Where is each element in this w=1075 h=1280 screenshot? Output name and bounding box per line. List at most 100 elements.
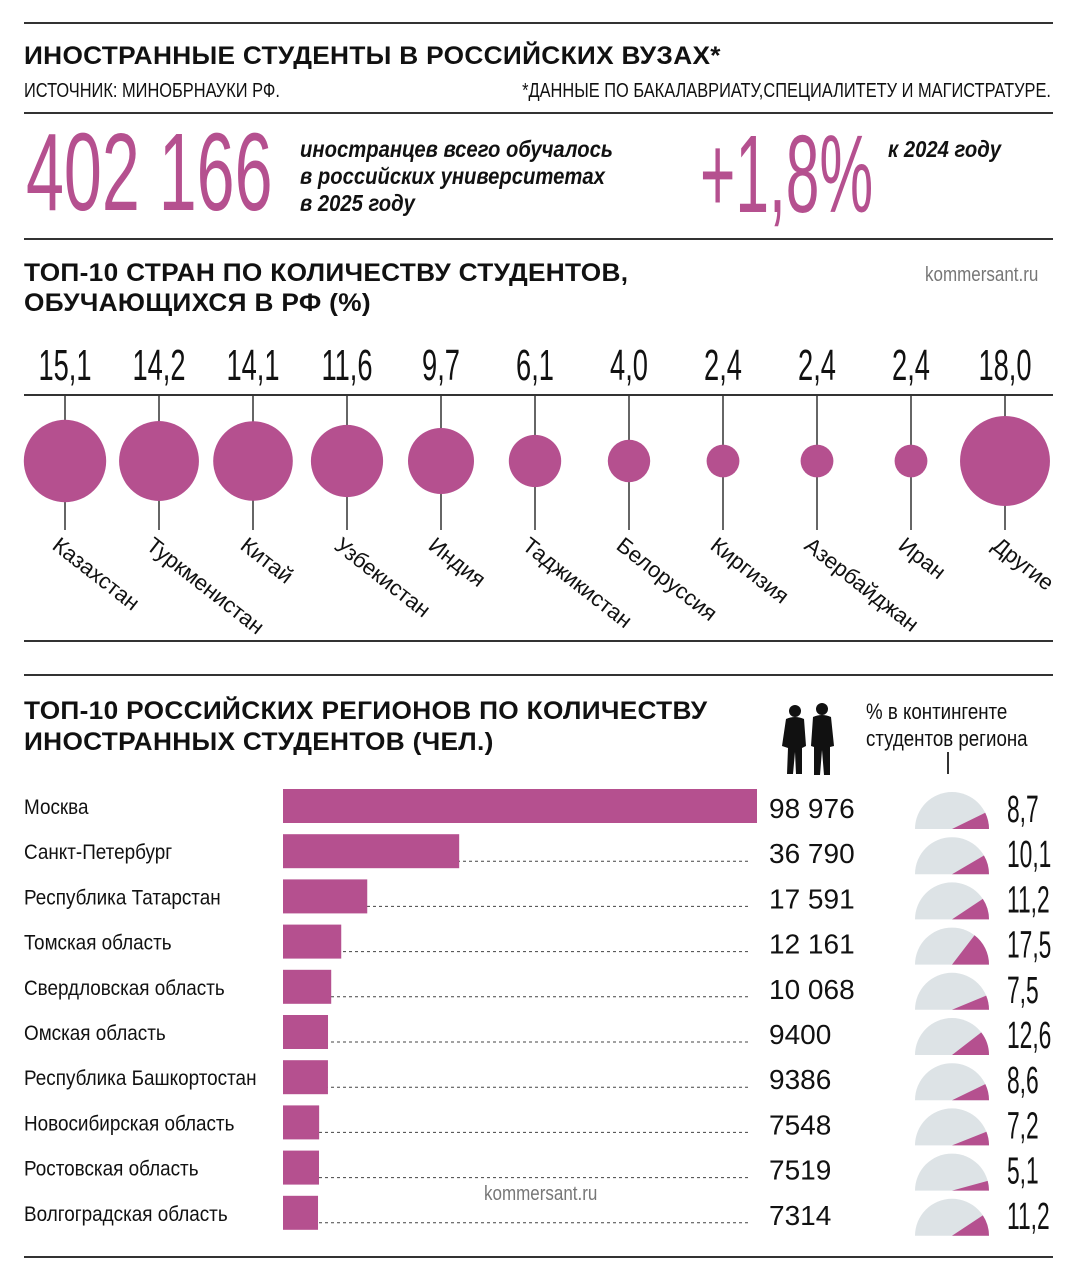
bubble — [310, 424, 384, 498]
share-label: 17,5 — [1007, 924, 1051, 966]
gauge-background — [915, 1153, 989, 1191]
page-title: ИНОСТРАННЫЕ СТУДЕНТЫ В РОССИЙСКИХ ВУЗАХ* — [24, 42, 721, 70]
share-label: 7,5 — [1007, 969, 1039, 1011]
divider — [24, 1256, 1053, 1258]
value-label: 9,7 — [422, 340, 460, 389]
country-label: Узбекистан — [330, 532, 435, 622]
bubble — [23, 419, 107, 503]
bubble — [407, 427, 475, 495]
bubble — [119, 421, 199, 501]
share-label: 8,7 — [1007, 788, 1039, 830]
value-label: 98 976 — [769, 793, 855, 824]
value-label: 9386 — [769, 1064, 831, 1095]
bubble — [800, 444, 834, 478]
countries-bubble-chart: 15,1Казахстан14,2Туркменистан14,1Китай11… — [23, 340, 1059, 639]
value-label: 7314 — [769, 1200, 831, 1231]
country-label: Иран — [894, 532, 951, 584]
divider — [24, 640, 1053, 642]
region-label: Санкт-Петербург — [24, 841, 172, 864]
share-label: 11,2 — [1007, 1195, 1050, 1237]
value-label: 2,4 — [798, 340, 836, 389]
bubble — [213, 421, 293, 501]
total-description: иностранцев всего обучалось в российских… — [300, 136, 613, 217]
share-label: 5,1 — [1007, 1150, 1039, 1192]
gauge-fill — [952, 995, 990, 1010]
growth-description: к 2024 году — [888, 136, 1001, 162]
title-line: ИНОСТРАННЫХ СТУДЕНТОВ (ЧЕЛ.) — [24, 728, 494, 756]
value-label: 14,1 — [226, 340, 279, 389]
gauge-fill — [952, 855, 990, 875]
title-line: ОБУЧАЮЩИХСЯ В РФ (%) — [24, 289, 371, 317]
region-label: Томская область — [24, 932, 172, 955]
region-label: Республика Башкортостан — [24, 1067, 257, 1090]
gauge-fill — [952, 1215, 990, 1236]
divider — [24, 238, 1053, 240]
value-label: 7548 — [769, 1109, 831, 1140]
value-label: 2,4 — [892, 340, 930, 389]
value-label: 11,6 — [321, 340, 372, 389]
value-label: 36 790 — [769, 838, 855, 869]
bar — [283, 924, 342, 959]
legend-pointer — [947, 752, 949, 774]
gauge-fill — [952, 812, 989, 829]
value-label: 4,0 — [610, 340, 648, 389]
region-label: Республика Татарстан — [24, 887, 221, 910]
bubble — [960, 416, 1050, 506]
gauge-fill — [952, 935, 989, 965]
gauge-fill — [952, 1084, 990, 1101]
bar — [283, 789, 757, 823]
bar — [283, 1060, 328, 1095]
country-label: Китай — [236, 532, 298, 588]
bar — [283, 1015, 329, 1049]
gauge-fill — [952, 1131, 989, 1146]
divider — [24, 112, 1053, 114]
share-label: 10,1 — [1007, 833, 1051, 875]
title-line: ТОП-10 СТРАН ПО КОЛИЧЕСТВУ СТУДЕНТОВ, — [24, 259, 629, 287]
students-silhouette-icon — [782, 703, 834, 775]
divider — [24, 22, 1053, 24]
region-label: Свердловская область — [24, 977, 225, 1000]
title-line: ТОП-10 РОССИЙСКИХ РЕГИОНОВ ПО КОЛИЧЕСТВУ — [24, 697, 708, 725]
text-line: иностранцев всего обучалось — [300, 136, 613, 162]
gauge-background — [915, 1063, 989, 1101]
bubble — [607, 439, 651, 483]
share-legend: % в контингенте студентов региона — [866, 698, 1028, 752]
value-label: 7519 — [769, 1155, 831, 1186]
watermark: kommersant.ru — [484, 1183, 598, 1205]
growth-value: +1,8% — [700, 113, 874, 236]
share-label: 7,2 — [1007, 1104, 1039, 1146]
region-label: Москва — [24, 796, 89, 819]
country-label: Казахстан — [48, 532, 145, 615]
share-label: 11,2 — [1007, 878, 1050, 920]
value-label: 6,1 — [516, 340, 554, 389]
bar — [283, 1195, 319, 1230]
source-note: ИСТОЧНИК: МИНОБРНАУКИ РФ. — [24, 80, 280, 102]
value-label: 10 068 — [769, 974, 855, 1005]
bar — [283, 1105, 320, 1140]
gauge-background — [915, 972, 989, 1010]
footnote: *ДАННЫЕ ПО БАКАЛАВРИАТУ,СПЕЦИАЛИТЕТУ И М… — [522, 80, 1051, 102]
legend-line: % в контингенте — [866, 699, 1008, 724]
total-students: 402 166 — [26, 111, 273, 234]
bubble — [894, 444, 928, 478]
value-label: 2,4 — [704, 340, 742, 389]
value-label: 12 161 — [769, 929, 855, 960]
bubble — [706, 444, 740, 478]
bar — [283, 969, 332, 1004]
watermark: kommersant.ru — [925, 264, 1039, 286]
value-label: 14,2 — [132, 340, 185, 389]
text-line: в 2025 году — [300, 190, 415, 216]
share-label: 8,6 — [1007, 1059, 1039, 1101]
gauge-background — [915, 1108, 989, 1146]
region-label: Ростовская область — [24, 1158, 199, 1181]
share-label: 12,6 — [1007, 1014, 1051, 1056]
value-label: 17 591 — [769, 883, 855, 914]
value-label: 9400 — [769, 1019, 831, 1050]
regions-bar-chart: Москва 98 976 8,7 Санкт-Петербург 36 790 10,1… — [24, 788, 1051, 1237]
bar — [283, 1150, 320, 1185]
value-label: 18,0 — [978, 340, 1031, 389]
gauge-background — [915, 792, 989, 829]
divider — [24, 674, 1053, 676]
bar — [283, 834, 460, 869]
